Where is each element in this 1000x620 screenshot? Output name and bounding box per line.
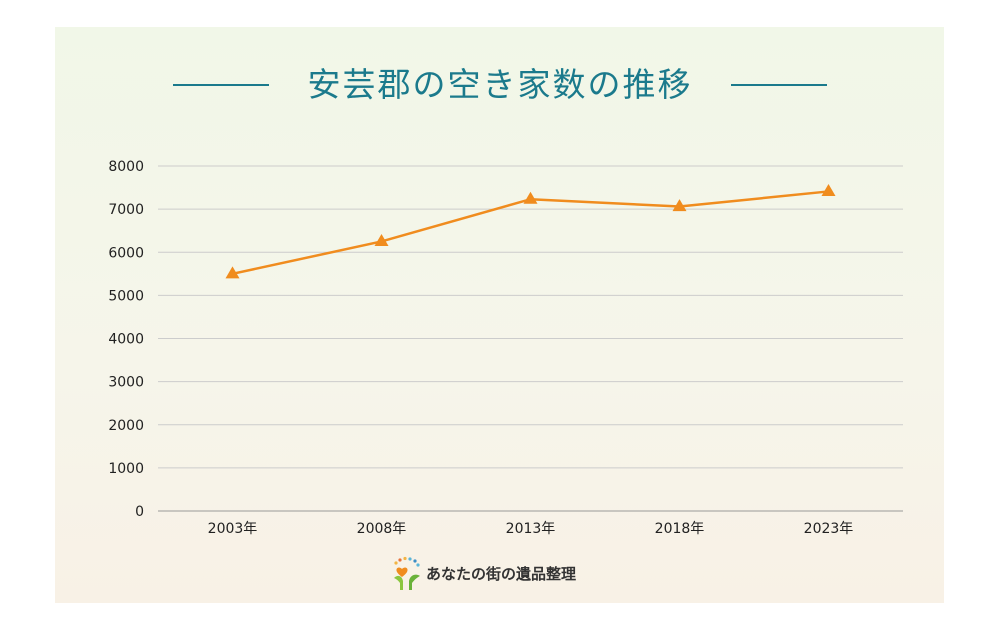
x-axis-ticks: 2003年 2008年 2013年 2018年 2023年 <box>208 521 854 537</box>
y-tick-label: 2000 <box>108 418 144 434</box>
heart-sprout-icon <box>394 556 420 590</box>
chart-card <box>55 27 944 603</box>
brand-logo: あなたの街の遺品整理 <box>390 556 630 592</box>
y-tick-label: 4000 <box>108 332 144 348</box>
y-tick-label: 8000 <box>108 159 144 175</box>
x-tick-label: 2018年 <box>655 521 705 537</box>
y-tick-label: 7000 <box>108 202 144 218</box>
data-point-2003年 <box>225 266 240 279</box>
x-tick-label: 2023年 <box>804 521 854 537</box>
brand-name: あなたの街の遺品整理 <box>426 565 577 583</box>
y-tick-label: 0 <box>135 504 144 520</box>
title-left-rule <box>173 84 269 86</box>
data-point-2018年 <box>672 199 687 212</box>
x-tick-label: 2013年 <box>506 521 556 537</box>
data-point-2023年 <box>821 184 836 197</box>
y-tick-label: 6000 <box>108 245 144 261</box>
y-tick-label: 1000 <box>108 461 144 477</box>
series <box>225 184 836 279</box>
y-tick-label: 5000 <box>108 288 144 304</box>
grid-lines <box>158 165 903 512</box>
series-line <box>232 190 829 276</box>
y-axis-ticks: 0 1000 2000 3000 4000 5000 6000 7000 8000 <box>108 159 144 520</box>
data-point-2013年 <box>523 191 538 204</box>
data-point-2008年 <box>374 234 389 247</box>
y-tick-label: 3000 <box>108 375 144 391</box>
title-right-rule <box>731 84 827 86</box>
x-tick-label: 2008年 <box>357 521 407 537</box>
x-tick-label: 2003年 <box>208 521 258 537</box>
chart-title: 安芸郡の空き家数の推移 <box>307 65 693 104</box>
